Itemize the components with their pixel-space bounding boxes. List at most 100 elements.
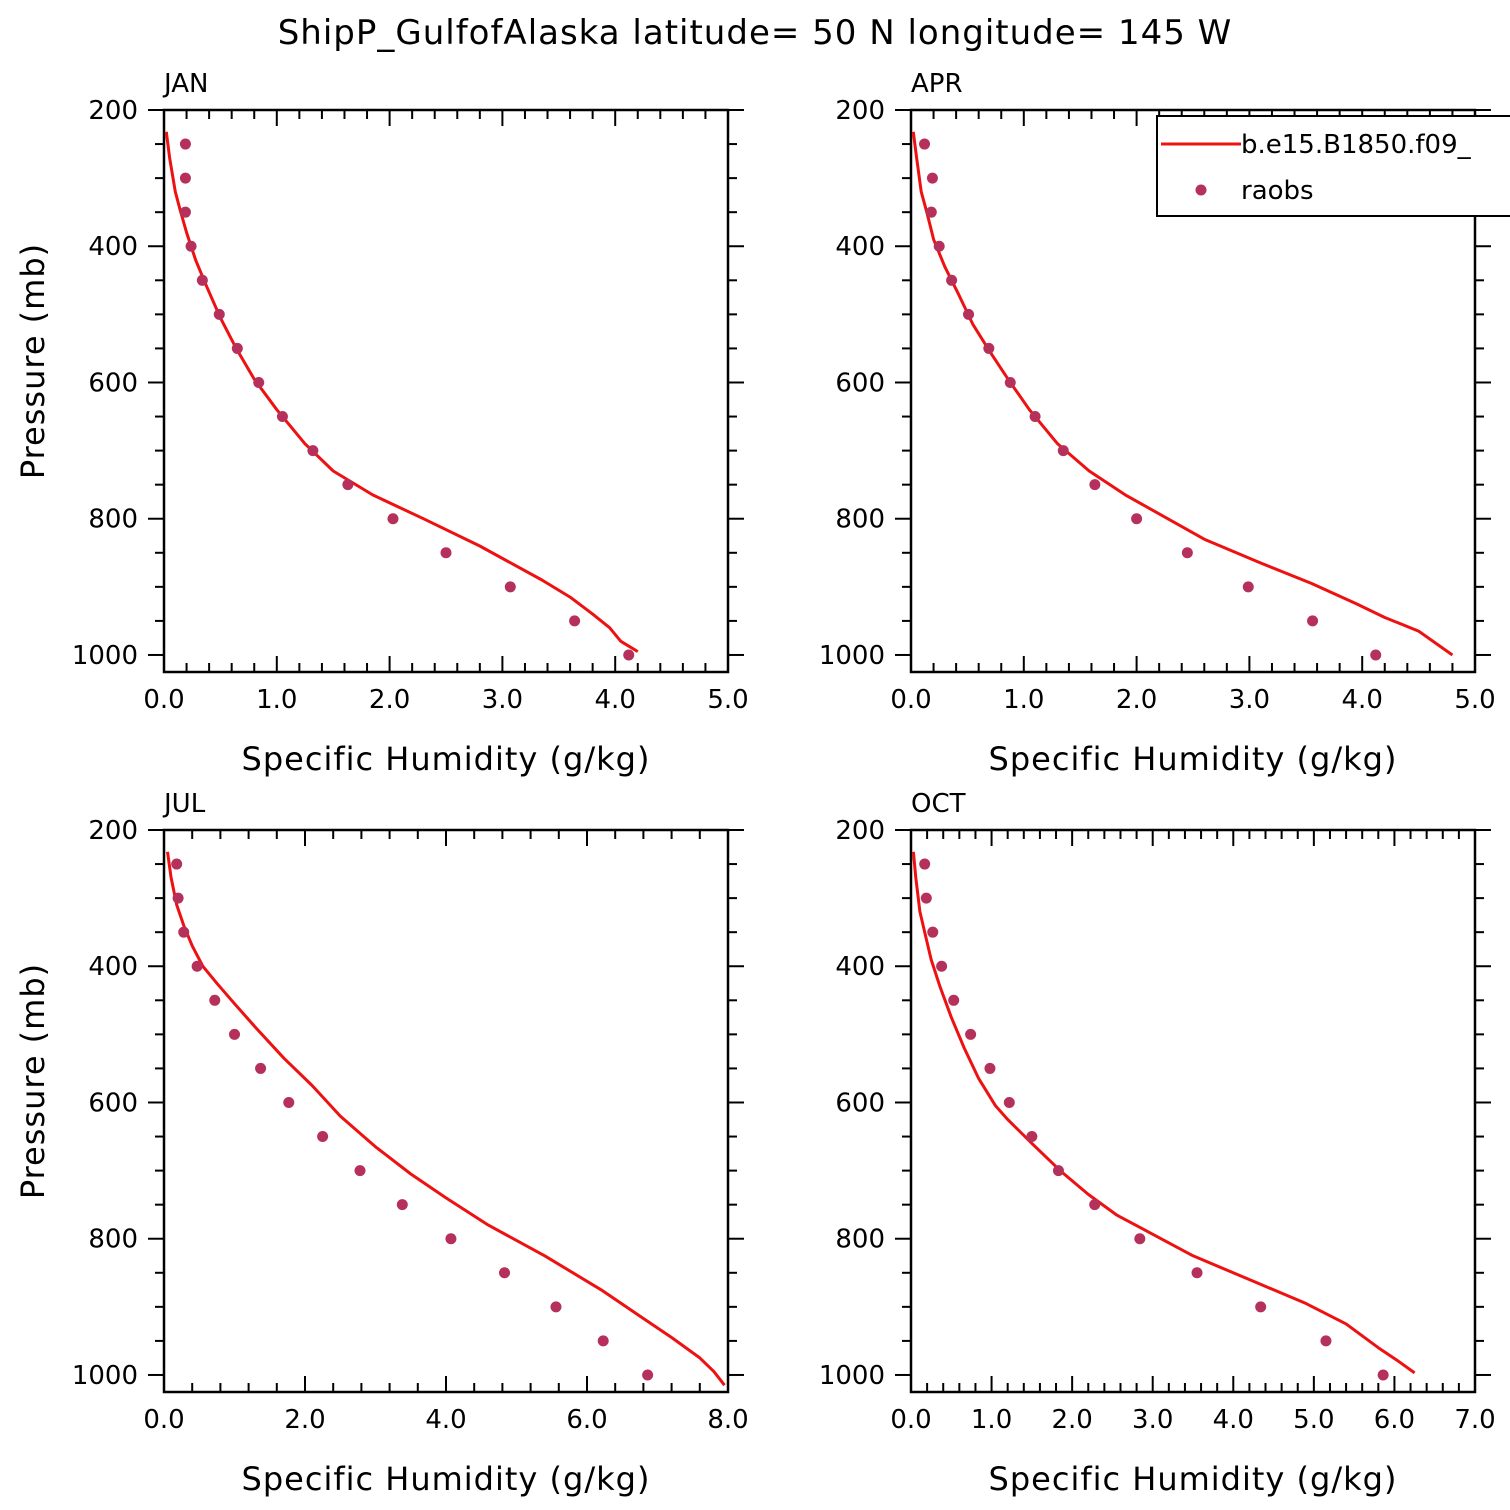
raobs-point xyxy=(179,138,191,150)
x-tick-label: 2.0 xyxy=(1051,1405,1092,1435)
y-tick-label: 800 xyxy=(835,1225,885,1255)
x-tick-label: 2.0 xyxy=(1116,685,1157,715)
legend: b.e15.B1850.f09_raobs xyxy=(1156,115,1510,217)
raobs-point xyxy=(185,240,197,252)
raobs-point xyxy=(963,308,975,320)
raobs-point xyxy=(283,1096,295,1108)
x-tick-label: 5.0 xyxy=(707,685,748,715)
raobs-point xyxy=(933,240,945,252)
plot-frame xyxy=(162,108,730,674)
x-tick-label: 0.0 xyxy=(890,685,931,715)
x-axis-title: Specific Humidity (g/kg) xyxy=(989,740,1398,778)
raobs-point xyxy=(1004,376,1016,388)
x-tick-label: 0.0 xyxy=(143,1405,184,1435)
raobs-point xyxy=(623,649,635,661)
raobs-point xyxy=(255,1062,267,1074)
raobs-point xyxy=(342,479,354,491)
x-tick-label: 5.0 xyxy=(1293,1405,1334,1435)
raobs-point xyxy=(1191,1267,1203,1279)
x-tick-label: 1.0 xyxy=(1003,685,1044,715)
raobs-point xyxy=(1320,1335,1332,1347)
raobs-point xyxy=(925,206,937,218)
x-tick-label: 8.0 xyxy=(707,1405,748,1435)
raobs-point xyxy=(191,960,203,972)
raobs-point xyxy=(597,1335,609,1347)
legend-box xyxy=(1156,115,1510,217)
raobs-point xyxy=(276,411,288,423)
y-tick-label: 600 xyxy=(835,368,885,398)
y-tick-label: 800 xyxy=(88,505,138,535)
x-tick-label: 4.0 xyxy=(595,685,636,715)
plot-series xyxy=(164,131,639,661)
plot-series xyxy=(911,131,1454,661)
y-tick-label: 600 xyxy=(835,1088,885,1118)
panel-label: JAN xyxy=(162,69,208,99)
model-line xyxy=(166,851,726,1387)
plot-frame xyxy=(909,828,1477,1394)
raobs-point xyxy=(1003,1096,1015,1108)
panel-oct: OCT 0.0 1.0 2.0 3.0 4.0 5.0 6.0 7.0 200 400 600 800 1… xyxy=(819,789,1496,1498)
raobs-point xyxy=(1089,479,1101,491)
raobs-point xyxy=(209,994,221,1006)
x-tick-label: 4.0 xyxy=(1342,685,1383,715)
plot-series xyxy=(911,851,1416,1381)
raobs-point xyxy=(445,1233,457,1245)
panel-jul: JUL 0.0 2.0 4.0 6.0 8.0 200 400 600 800 1000 Specif… xyxy=(14,789,749,1498)
y-tick-label: 600 xyxy=(88,1088,138,1118)
y-axis-title: Pressure (mb) xyxy=(14,963,52,1199)
y-tick-label: 400 xyxy=(835,232,885,262)
raobs-point xyxy=(307,445,319,457)
x-tick-label: 4.0 xyxy=(1213,1405,1254,1435)
raobs-point xyxy=(569,615,581,627)
legend-label-raobs: raobs xyxy=(1241,176,1314,206)
y-tick-label: 400 xyxy=(88,232,138,262)
y-tick-label: 400 xyxy=(835,952,885,982)
raobs-point xyxy=(919,858,931,870)
raobs-point xyxy=(196,274,208,286)
raobs-point xyxy=(1057,445,1069,457)
panel-label: APR xyxy=(911,69,963,99)
x-tick-label: 2.0 xyxy=(369,685,410,715)
x-tick-label: 1.0 xyxy=(256,685,297,715)
raobs-point xyxy=(920,892,932,904)
plot-series xyxy=(166,851,726,1387)
raobs-point xyxy=(1089,1199,1101,1211)
raobs-point xyxy=(171,858,183,870)
raobs-point xyxy=(1131,513,1143,525)
y-tick-label: 800 xyxy=(835,505,885,535)
raobs-point xyxy=(1181,547,1193,559)
raobs-point xyxy=(253,376,265,388)
raobs-point xyxy=(1242,581,1254,593)
raobs-point xyxy=(948,994,960,1006)
y-tick-label: 200 xyxy=(88,96,138,126)
raobs-point xyxy=(983,342,995,354)
x-tick-label: 3.0 xyxy=(1229,685,1270,715)
raobs-point xyxy=(440,547,452,559)
raobs-point xyxy=(642,1369,654,1381)
raobs-point xyxy=(213,308,225,320)
panels: JAN 0.0 1.0 2.0 3.0 4.0 5.0 200 400 600 800 1000 Spe… xyxy=(14,69,1510,1498)
y-tick-label: 200 xyxy=(88,816,138,846)
x-axis-title: Specific Humidity (g/kg) xyxy=(242,1460,651,1498)
raobs-point xyxy=(919,138,931,150)
raobs-point xyxy=(354,1165,366,1177)
raobs-point xyxy=(1255,1301,1267,1313)
x-tick-label: 6.0 xyxy=(1374,1405,1415,1435)
raobs-point xyxy=(504,581,516,593)
raobs-point xyxy=(499,1267,511,1279)
raobs-point xyxy=(396,1199,408,1211)
raobs-point xyxy=(179,206,191,218)
x-tick-label: 1.0 xyxy=(971,1405,1012,1435)
y-tick-label: 800 xyxy=(88,1225,138,1255)
y-tick-label: 200 xyxy=(835,96,885,126)
raobs-point xyxy=(231,342,243,354)
x-tick-label: 3.0 xyxy=(1132,1405,1173,1435)
raobs-point xyxy=(1026,1131,1038,1143)
legend-label-model: b.e15.B1850.f09_ xyxy=(1241,130,1472,160)
raobs-point xyxy=(1370,649,1382,661)
x-tick-label: 3.0 xyxy=(482,685,523,715)
x-tick-label: 0.0 xyxy=(890,1405,931,1435)
raobs-point xyxy=(946,274,958,286)
y-tick-label: 1000 xyxy=(819,641,885,671)
raobs-point xyxy=(178,926,190,938)
